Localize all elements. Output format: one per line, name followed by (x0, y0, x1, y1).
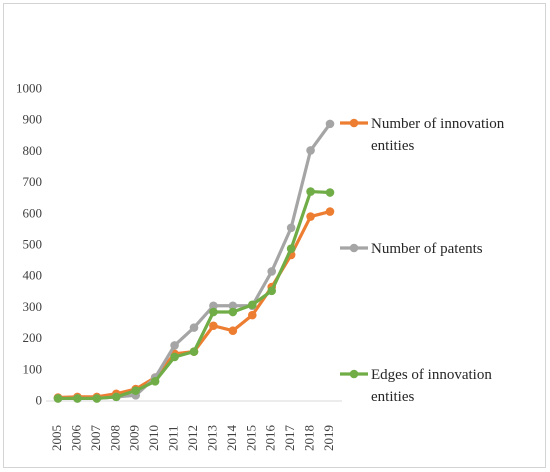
data-point (92, 394, 102, 403)
y-tick-label: 500 (23, 237, 43, 252)
data-point (170, 352, 179, 362)
x-tick-label: 2008 (107, 425, 122, 451)
legend-marker (349, 118, 359, 128)
x-axis: 2005 2006 2007 2008 2009 2010 2011 2012 2013 2014… (46, 400, 342, 452)
data-point (325, 119, 335, 129)
data-point (325, 207, 335, 216)
chart-frame (3, 3, 546, 468)
y-tick-label: 800 (23, 143, 43, 158)
legend-item: Number of innovation entities (340, 116, 505, 154)
x-tick-label: 2012 (185, 425, 200, 451)
data-point (189, 323, 199, 332)
data-point (286, 244, 296, 253)
x-tick-label: 2016 (263, 425, 278, 452)
x-tick-label: 2015 (243, 425, 258, 451)
data-point (228, 326, 238, 336)
data-point (306, 212, 315, 221)
x-tick-label: 2011 (166, 425, 181, 451)
x-tick-label: 2005 (49, 425, 64, 451)
y-tick-label: 0 (36, 393, 43, 408)
y-tick-label: 900 (23, 112, 43, 127)
x-tick-label: 2019 (321, 425, 336, 451)
series-line (56, 189, 332, 401)
x-tick-label: 2009 (127, 425, 142, 451)
x-tick-label: 2010 (146, 425, 161, 451)
data-point (189, 347, 199, 356)
series-layer (53, 119, 335, 403)
legend-label: Number of innovation entities (371, 116, 505, 154)
x-tick-label: 2007 (88, 425, 103, 452)
y-tick-label: 1000 (16, 81, 42, 96)
legend: Number of innovation entities Number of pa… (340, 116, 505, 405)
x-tick-label: 2018 (302, 425, 317, 451)
data-point (267, 286, 277, 296)
data-point (209, 301, 218, 311)
data-point (247, 300, 257, 310)
x-tick-label: 2017 (282, 425, 297, 452)
y-tick-label: 200 (23, 330, 43, 345)
y-tick-label: 700 (23, 174, 43, 189)
data-point (209, 321, 218, 331)
x-tick-label: 2014 (224, 425, 239, 452)
legend-item: Edges of innovation entities (340, 367, 492, 405)
data-point (111, 392, 121, 402)
data-point (170, 341, 179, 350)
data-point (228, 307, 238, 317)
x-tick-label: 2006 (68, 425, 83, 452)
y-tick-label: 400 (23, 268, 43, 283)
data-point (267, 267, 277, 276)
data-point (53, 394, 63, 403)
series-line (56, 209, 332, 400)
data-point (228, 301, 238, 311)
legend-label: Number of patents (371, 241, 483, 257)
data-point (131, 386, 141, 395)
legend-item: Number of patents (340, 241, 483, 257)
legend-marker (349, 243, 359, 253)
series-0 (53, 207, 335, 402)
x-tick-label: 2013 (204, 425, 219, 451)
data-point (306, 146, 315, 155)
series-2 (53, 187, 335, 403)
data-point (150, 376, 160, 386)
data-point (325, 188, 335, 197)
data-point (286, 223, 296, 233)
data-point (209, 307, 218, 317)
data-point (73, 394, 82, 403)
y-tick-label: 300 (23, 299, 43, 314)
data-point (247, 310, 257, 320)
legend-marker (349, 369, 359, 379)
y-tick-label: 600 (23, 205, 43, 220)
y-axis: 0 100 200 300 400 500 600 700 800 900 1000 (16, 81, 42, 408)
legend-label: Edges of innovation entities (371, 367, 492, 405)
series-1 (53, 119, 335, 403)
data-point (306, 187, 315, 196)
y-tick-label: 100 (23, 361, 43, 376)
